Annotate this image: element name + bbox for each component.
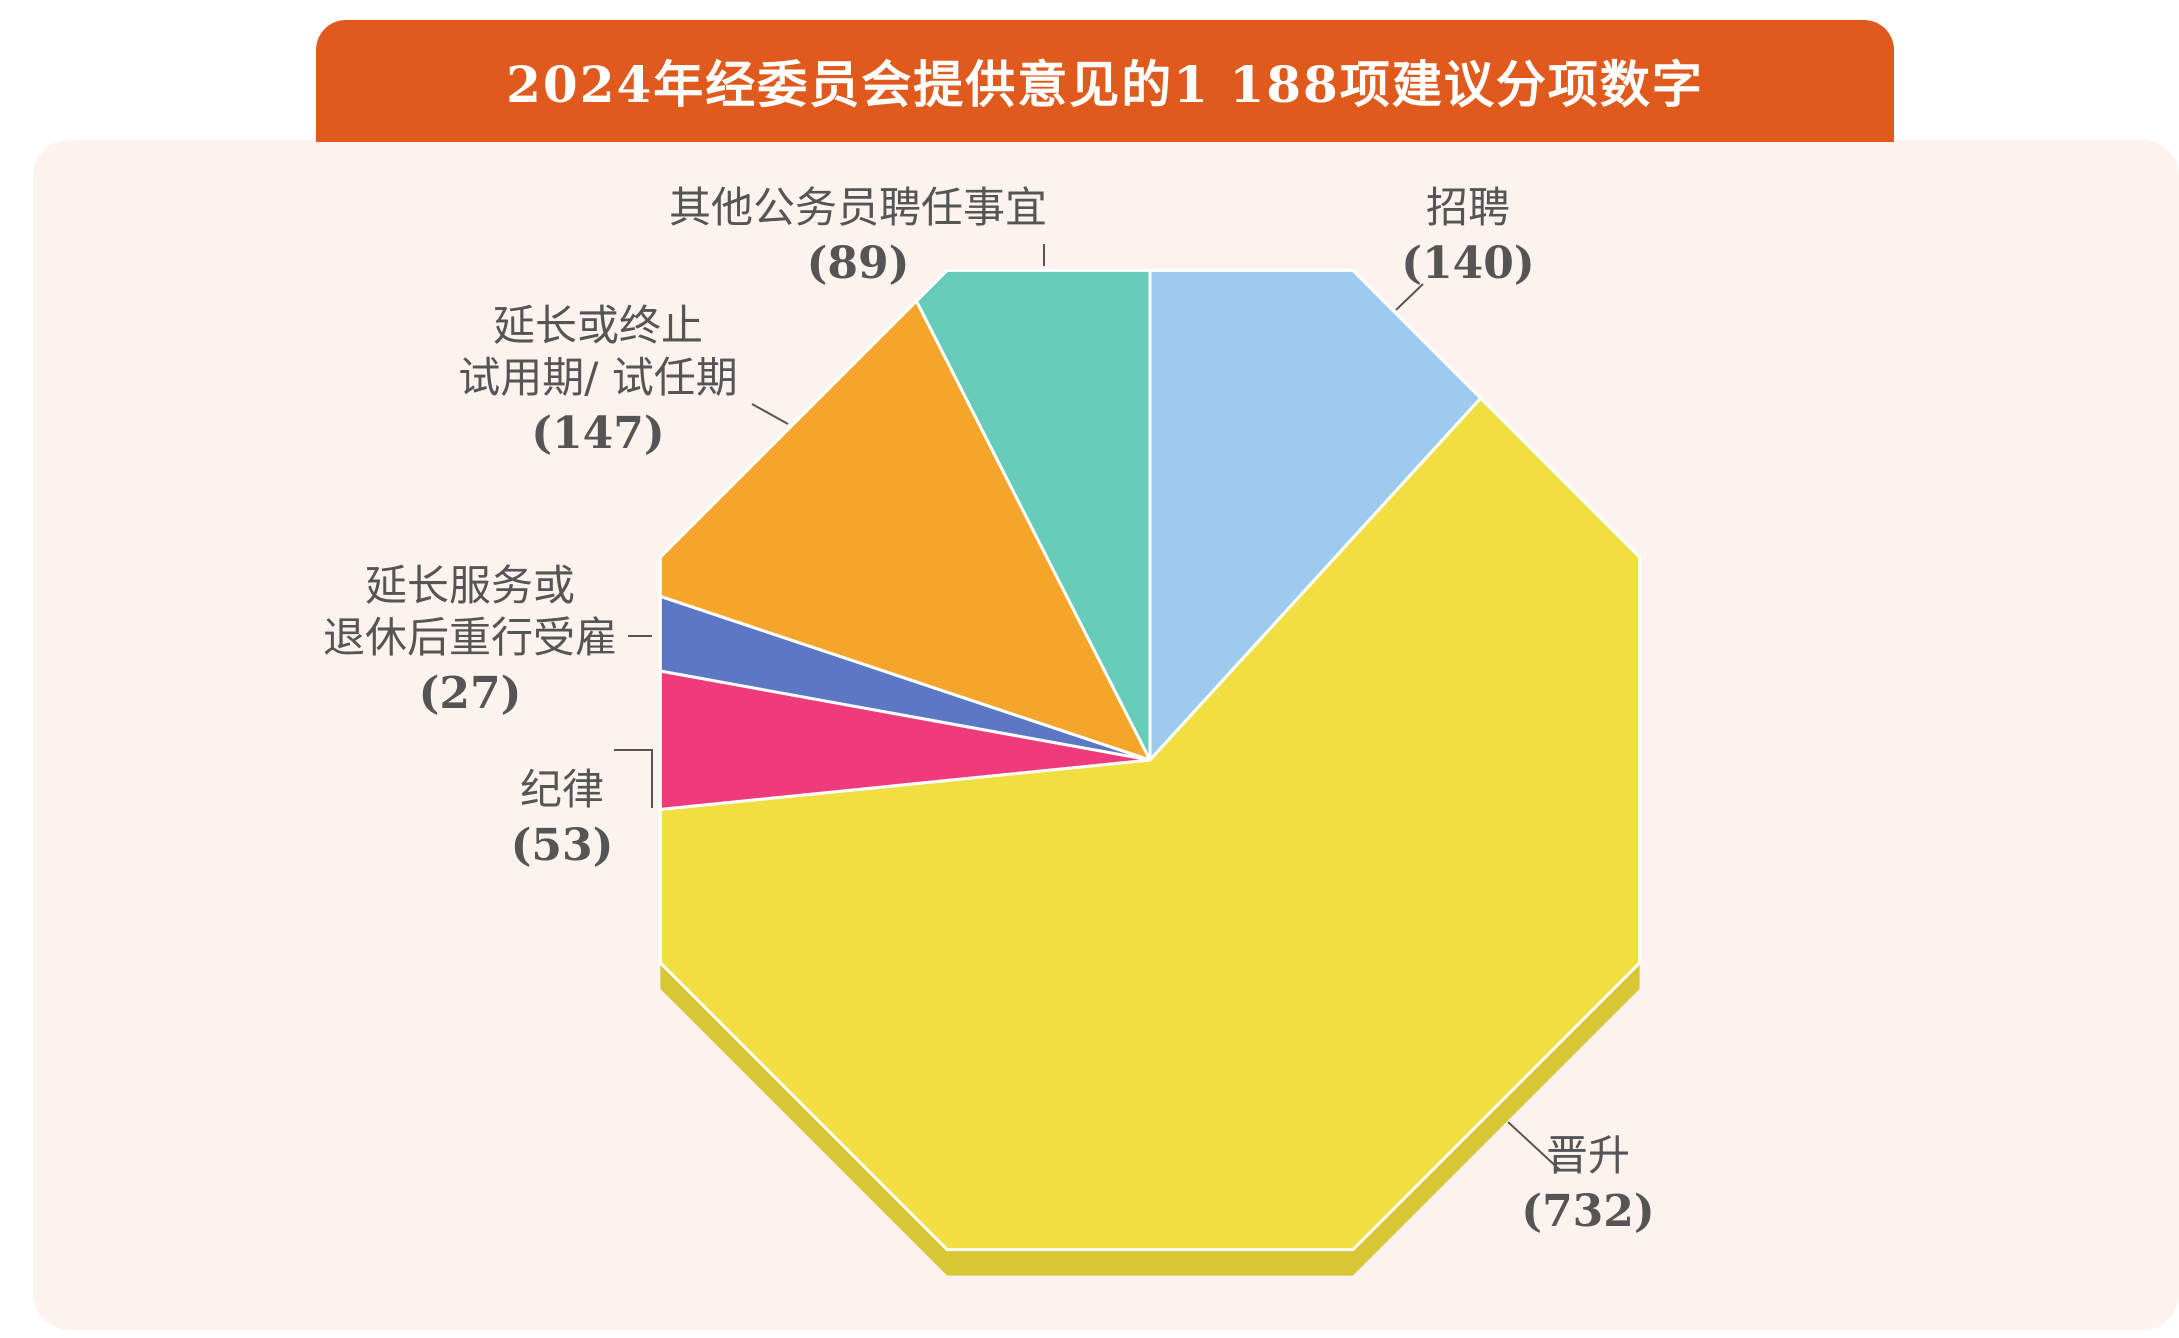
slice-label: 其他公务员聘任事宜: [669, 183, 1047, 232]
slice-value-label: (732): [1521, 1186, 1654, 1237]
pie-slice: [914, 268, 1152, 762]
slice-label: 晋升: [1546, 1131, 1630, 1180]
slice-label-group: 其他公务员聘任事宜 (89): [669, 183, 1047, 289]
leader-line: [1395, 283, 1424, 311]
slice-label-group: 晋升 (732): [1507, 1121, 1655, 1237]
slice-value-label: (53): [511, 820, 614, 871]
pie-slice: [658, 396, 1642, 1252]
slice-value-label: (89): [807, 238, 910, 289]
leader-line: [751, 403, 789, 425]
slice-label-group: 纪律 (53): [511, 749, 653, 871]
slice-label: 纪律: [520, 765, 604, 814]
pie-slices: [658, 268, 1642, 1252]
slice-label: 招聘: [1426, 183, 1510, 232]
slice-value-label: (140): [1401, 238, 1534, 289]
leader-line: [1507, 1121, 1561, 1171]
chart-title: 2024年经委员会提供意见的1 188项建议分项数字: [506, 55, 1704, 114]
leader-line: [614, 749, 653, 808]
slice-label: 退休后重行受雇: [323, 613, 617, 662]
slice-label-group: 招聘 (140): [1395, 183, 1535, 311]
slice-value-label: (27): [419, 668, 522, 719]
slice-label: 延长服务或: [365, 561, 575, 610]
title-bar: 2024年经委员会提供意见的1 188项建议分项数字: [316, 20, 1894, 142]
slice-value-label: (147): [531, 408, 664, 459]
slice-label: 延长或终止: [493, 301, 703, 350]
slice-label: 试用期/ 试任期: [458, 353, 738, 402]
